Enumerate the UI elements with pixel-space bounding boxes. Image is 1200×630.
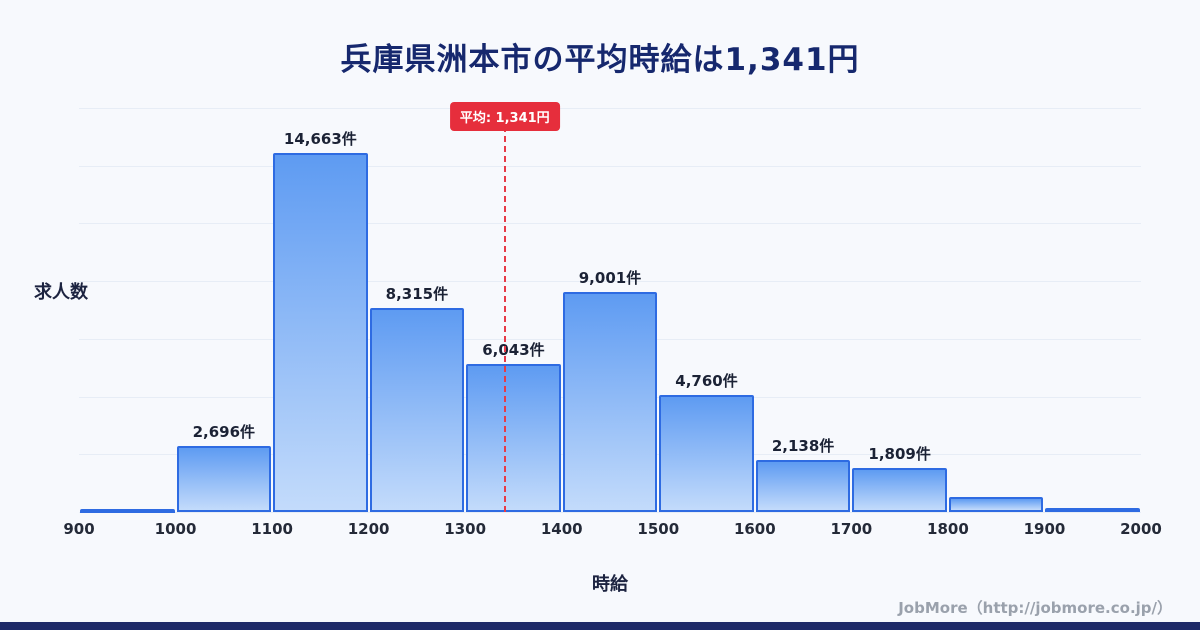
footer-accent-bar — [0, 622, 1200, 630]
bar-value-label: 9,001件 — [578, 268, 642, 287]
histogram-bar — [369, 308, 465, 512]
histogram-bar — [80, 509, 175, 513]
mean-dashed-line — [503, 126, 506, 512]
bar-value-label: 8,315件 — [385, 285, 449, 304]
histogram-bar — [176, 445, 272, 512]
gridline — [79, 281, 1141, 283]
bar-value-label: 2,138件 — [771, 436, 835, 455]
gridline — [79, 512, 1141, 513]
mean-value-badge: 平均: 1,341円 — [449, 102, 560, 131]
x-tick-label: 1800 — [927, 520, 969, 538]
histogram-bar — [466, 364, 561, 512]
x-axis-label: 時給 — [592, 574, 628, 595]
bar-value-label: 2,696件 — [192, 422, 256, 441]
bar-value-label: 6,043件 — [482, 341, 545, 360]
x-tick-label: 1700 — [830, 520, 873, 538]
x-tick-label: 2000 — [1120, 520, 1162, 538]
x-tick-label: 1000 — [154, 520, 197, 538]
x-tick-label: 1400 — [540, 520, 583, 538]
x-tick-label: 1200 — [347, 520, 390, 538]
x-tick-label: 1100 — [251, 520, 293, 538]
chart-title: 兵庫県洲本市の平均時給は1,341円 — [340, 42, 860, 78]
x-tick-label: 1300 — [444, 520, 487, 538]
x-tick-label: 1900 — [1023, 520, 1066, 538]
x-tick-label: 1600 — [733, 520, 776, 538]
gridline — [79, 223, 1141, 225]
histogram-bar — [1045, 508, 1140, 513]
histogram-bar — [659, 395, 754, 512]
bar-value-label: 4,760件 — [675, 372, 738, 391]
bar-value-label: 1,809件 — [868, 444, 931, 463]
bar-value-label: 14,663件 — [283, 129, 357, 148]
histogram-bar — [948, 497, 1044, 512]
footer-credit: JobMore（http://jobmore.co.jp/） — [898, 599, 1172, 617]
y-axis-label: 求人数 — [34, 282, 88, 303]
gridline — [79, 165, 1141, 167]
histogram-bar — [755, 459, 851, 512]
histogram-bar — [562, 291, 658, 512]
x-tick-label: 900 — [63, 520, 95, 538]
histogram-bar — [273, 152, 368, 512]
x-tick-label: 1500 — [637, 520, 680, 538]
gridline — [79, 108, 1141, 109]
histogram-bar — [852, 467, 947, 512]
